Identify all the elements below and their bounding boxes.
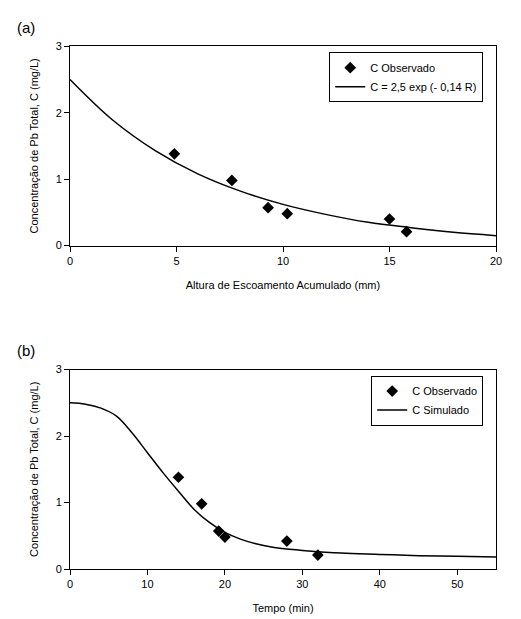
svg-text:Altura de Escoamento Acumulado: Altura de Escoamento Acumulado (mm) [186,279,380,291]
svg-text:1: 1 [56,496,62,508]
svg-text:0: 0 [56,563,62,575]
svg-text:40: 40 [374,578,386,590]
svg-text:2: 2 [56,430,62,442]
svg-text:(a): (a) [17,19,35,36]
svg-text:2: 2 [56,107,62,119]
svg-text:10: 10 [277,255,289,267]
svg-text:3: 3 [56,363,62,375]
svg-text:Concentração de Pb Total, C (m: Concentração de Pb Total, C (mg/L) [28,58,40,233]
svg-text:(b): (b) [17,342,35,359]
svg-text:10: 10 [141,578,153,590]
svg-text:0: 0 [67,578,73,590]
svg-text:20: 20 [219,578,231,590]
svg-text:Concentração de Pb Total, C (m: Concentração de Pb Total, C (mg/L) [28,382,40,557]
svg-text:C = 2,5 exp (- 0,14 R): C = 2,5 exp (- 0,14 R) [370,81,476,93]
svg-text:15: 15 [383,255,395,267]
svg-text:3: 3 [56,40,62,52]
svg-text:Tempo (min): Tempo (min) [252,602,313,614]
svg-text:C Observado: C Observado [412,385,477,397]
svg-text:5: 5 [173,255,179,267]
svg-text:1: 1 [56,173,62,185]
svg-text:0: 0 [56,239,62,251]
svg-text:C Simulado: C Simulado [412,404,469,416]
svg-text:20: 20 [490,255,502,267]
svg-text:50: 50 [451,578,463,590]
svg-text:C Observado: C Observado [370,62,435,74]
svg-text:0: 0 [67,255,73,267]
svg-text:30: 30 [296,578,308,590]
